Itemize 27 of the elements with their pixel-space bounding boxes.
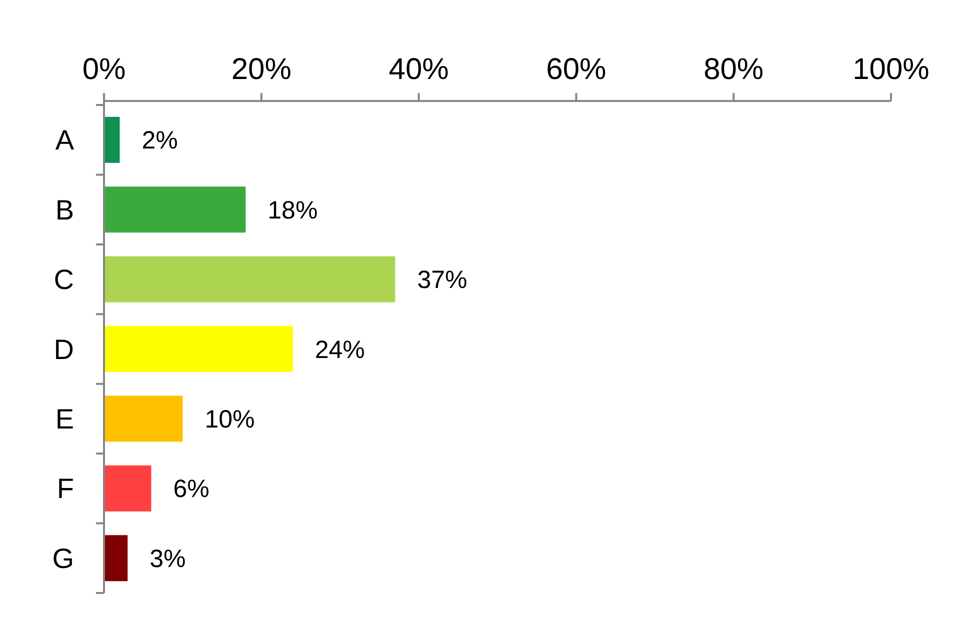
bar (104, 535, 128, 582)
y-tick-label: G (52, 542, 74, 574)
y-tick-label: D (54, 334, 74, 365)
data-label: 37% (417, 266, 468, 294)
x-tick-label: 80% (704, 53, 764, 86)
y-tick-label: B (55, 194, 74, 226)
data-label: 24% (314, 336, 365, 364)
x-tick-label: 100% (852, 53, 930, 86)
bar (104, 326, 293, 372)
x-tick-label: 40% (388, 53, 449, 86)
data-label: 6% (173, 475, 210, 504)
y-tick-label: F (56, 473, 74, 504)
data-label: 18% (268, 196, 318, 224)
x-tick-label: 60% (546, 53, 606, 86)
bar (104, 256, 396, 302)
data-label: 2% (142, 126, 178, 155)
x-tick-label: 0% (82, 53, 126, 86)
bar (104, 116, 120, 163)
y-tick-label: C (54, 264, 74, 296)
data-label: 3% (150, 544, 186, 573)
x-tick-label: 20% (231, 53, 292, 86)
bar (104, 465, 152, 512)
data-label: 10% (204, 405, 255, 434)
y-tick-label: A (55, 124, 74, 156)
bar (104, 396, 183, 442)
y-tick-label: E (55, 404, 74, 435)
bar (104, 186, 246, 233)
